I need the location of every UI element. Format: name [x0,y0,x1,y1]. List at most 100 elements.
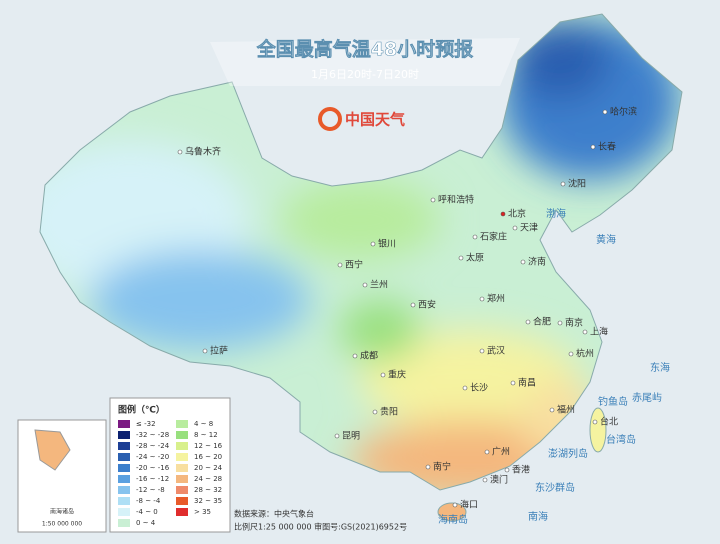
city-label: 香港 [512,464,530,476]
legend-swatch [118,508,130,516]
city-dot [352,353,358,359]
hainan [437,502,467,522]
city-label: 呼和浩特 [438,194,474,206]
city-dot [472,234,478,240]
city-dot [334,433,340,439]
legend-swatch [118,486,130,494]
city-dot [425,464,431,470]
sea-label: 渤海 [546,207,566,220]
sea-label: 黄海 [596,233,616,246]
sea-label: 东海 [650,361,670,374]
city-dot [592,419,598,425]
sea-label: 海南岛 [438,513,468,526]
legend-label: 16 ~ 20 [194,453,222,461]
legend-label: ≤ -32 [136,420,156,428]
logo: 中国天气 [345,111,405,129]
city-dot [520,259,526,265]
sea-label: 钓鱼岛 [598,395,628,408]
inset-land [34,429,71,471]
city-label: 沈阳 [568,178,586,190]
legend-label: -28 ~ -24 [136,442,170,450]
city-dot [430,197,436,203]
legend-swatch [118,497,130,505]
city-dot [549,407,555,413]
city-dot [590,144,596,150]
legend-swatch [176,475,188,483]
city-label: 成都 [360,350,378,362]
legend-swatch [118,420,130,428]
legend-label: -32 ~ -28 [136,431,169,439]
city-dot [525,319,531,325]
city-label: 郑州 [487,293,505,305]
city-dot [560,181,566,187]
legend-label: 4 ~ 8 [194,420,213,428]
scale: 比例尺1:25 000 000 审图号:GS(2021)6952号 [234,522,407,532]
city-label: 南京 [565,317,583,329]
legend-label: -4 ~ 0 [136,508,158,516]
city-label: 昆明 [342,431,360,442]
sea-label: 台湾岛 [606,433,636,446]
legend-label: 12 ~ 16 [194,442,223,450]
city-dot [337,262,343,268]
city-dot [482,477,488,483]
sea-label: 南海 [528,510,548,523]
city-label: 兰州 [370,279,388,291]
legend-swatch [118,475,130,483]
city-label: 北京 [508,208,526,220]
legend-swatch [176,442,188,450]
title-banner [210,38,520,86]
inset-title: 南海诸岛 [50,508,74,516]
city-dot [504,467,510,473]
city-label: 天津 [520,223,538,234]
city-label: 银川 [378,238,396,250]
city-label: 太原 [466,252,484,264]
city-dot [510,380,516,386]
city-label: 长春 [598,141,616,153]
city-dot [452,502,458,508]
title: 全国最高气温48小时预报 [256,38,473,61]
city-dot [372,409,378,415]
city-dot [568,351,574,357]
city-label: 南宁 [433,461,451,473]
city-label: 杭州 [576,348,594,360]
legend-label: -16 ~ -12 [136,475,169,483]
city-dot [602,109,608,115]
legend-swatch [118,431,130,439]
city-dot [202,348,208,354]
border [39,13,683,491]
sea-label: 东沙群岛 [535,481,575,494]
inset-scale: 1:50 000 000 [42,521,82,528]
legend-swatch [118,453,130,461]
city-label: 广州 [492,446,510,458]
city-label: 武汉 [487,345,505,357]
city-label: 西安 [418,299,436,311]
legend-swatch [176,453,188,461]
legend-swatch [176,420,188,428]
legend-swatch [176,486,188,494]
legend-label: -8 ~ -4 [136,497,161,505]
taiwan [589,407,607,453]
city-dot [370,241,376,247]
legend-swatch [176,464,188,472]
legend-label: -20 ~ -16 [136,464,170,472]
city-label: 澳门 [490,474,508,486]
city-dot [500,211,506,217]
city-label: 西宁 [345,259,363,271]
city-dot [484,449,490,455]
city-dot [380,372,386,378]
city-dot [479,296,485,302]
legend-label: -24 ~ -20 [136,453,169,461]
legend-swatch [118,442,130,450]
city-dot [462,385,468,391]
legend-swatch [176,497,188,505]
legend-swatch [118,464,130,472]
legend-swatch [118,519,130,527]
legend-label: > 35 [194,508,211,516]
legend-label: 24 ~ 28 [194,475,222,483]
city-label: 长沙 [470,382,488,394]
city-dot [512,225,518,231]
legend-label: -12 ~ -8 [136,486,165,494]
sea-label: 澎湖列岛 [548,447,588,460]
